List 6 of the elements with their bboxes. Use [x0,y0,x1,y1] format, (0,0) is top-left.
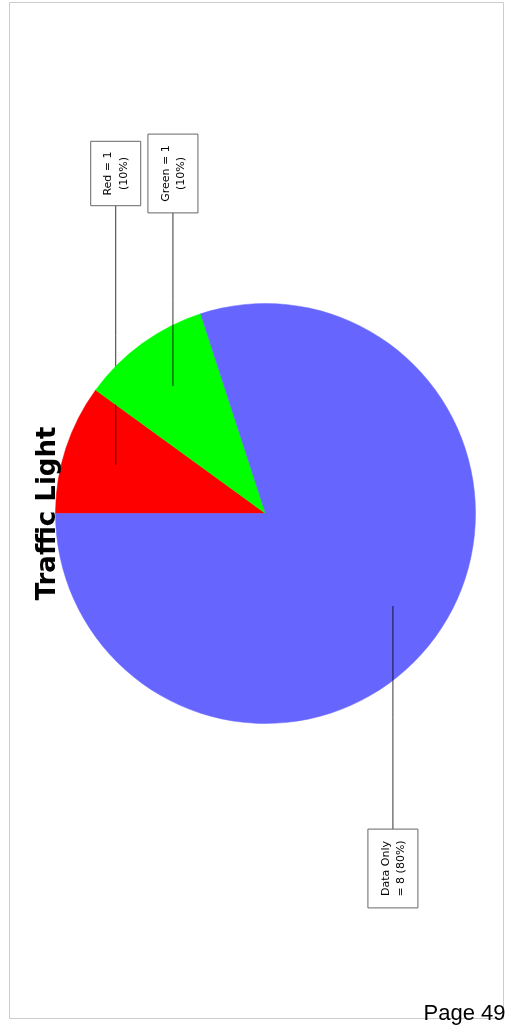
text: Page 49 [423,999,506,1025]
slice-label: Red = 1 (10%) [101,151,131,196]
text: Traffic Light [30,426,61,601]
slice-label: Green = 1 (10%) [158,145,188,202]
slice-label: Data Only [378,840,392,896]
data-label: = 8 (80%) [394,840,408,897]
